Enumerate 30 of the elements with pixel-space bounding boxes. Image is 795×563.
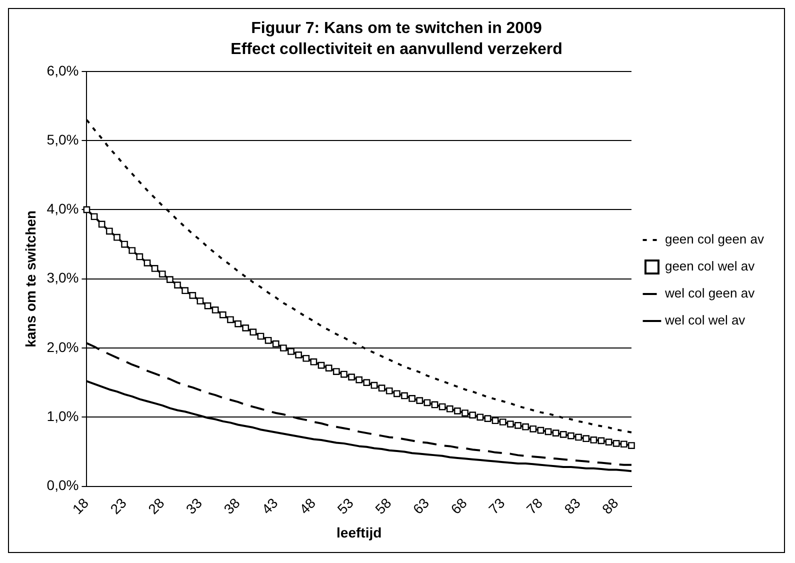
x-tick-label: 88	[598, 494, 622, 518]
legend-label: geen col geen av	[664, 232, 764, 247]
legend-label: wel col wel av	[664, 312, 746, 328]
x-tick-label: 63	[410, 494, 432, 518]
x-axis-title: leeftijd	[336, 524, 382, 540]
legend-label: wel col geen av	[664, 286, 756, 301]
x-tick-label: 33	[182, 494, 206, 518]
x-tick-label: 73	[485, 494, 508, 518]
x-tick-label: 18	[69, 494, 92, 518]
y-tick-label: 6,0%	[46, 62, 79, 78]
y-axis-title: kans om te switchen	[22, 210, 38, 348]
x-tick-label: 23	[107, 494, 130, 518]
y-tick-label: 0,0%	[46, 477, 79, 494]
x-tick-label: 68	[448, 494, 470, 518]
x-tick-label: 53	[334, 494, 357, 518]
y-tick-label: 4,0%	[46, 200, 79, 217]
x-tick-label: 38	[220, 494, 244, 518]
x-tick-label: 83	[561, 494, 584, 518]
y-tick-label: 3,0%	[46, 270, 79, 286]
x-tick-label: 58	[372, 494, 394, 518]
y-tick-label: 1,0%	[46, 408, 79, 424]
legend-label: geen col wel av	[664, 258, 756, 274]
x-tick-label: 28	[144, 494, 168, 518]
chart-title: Figuur 7: Kans om te switchen in 2009	[251, 20, 542, 38]
x-tick-label: 78	[523, 494, 546, 518]
y-tick-label: 5,0%	[46, 131, 79, 148]
chart-subtitle: Effect collectiviteit en aanvullend verzekerd	[230, 41, 562, 58]
x-tick-label: 48	[296, 494, 319, 518]
x-tick-label: 43	[258, 494, 281, 518]
y-tick-label: 2,0%	[46, 338, 79, 355]
